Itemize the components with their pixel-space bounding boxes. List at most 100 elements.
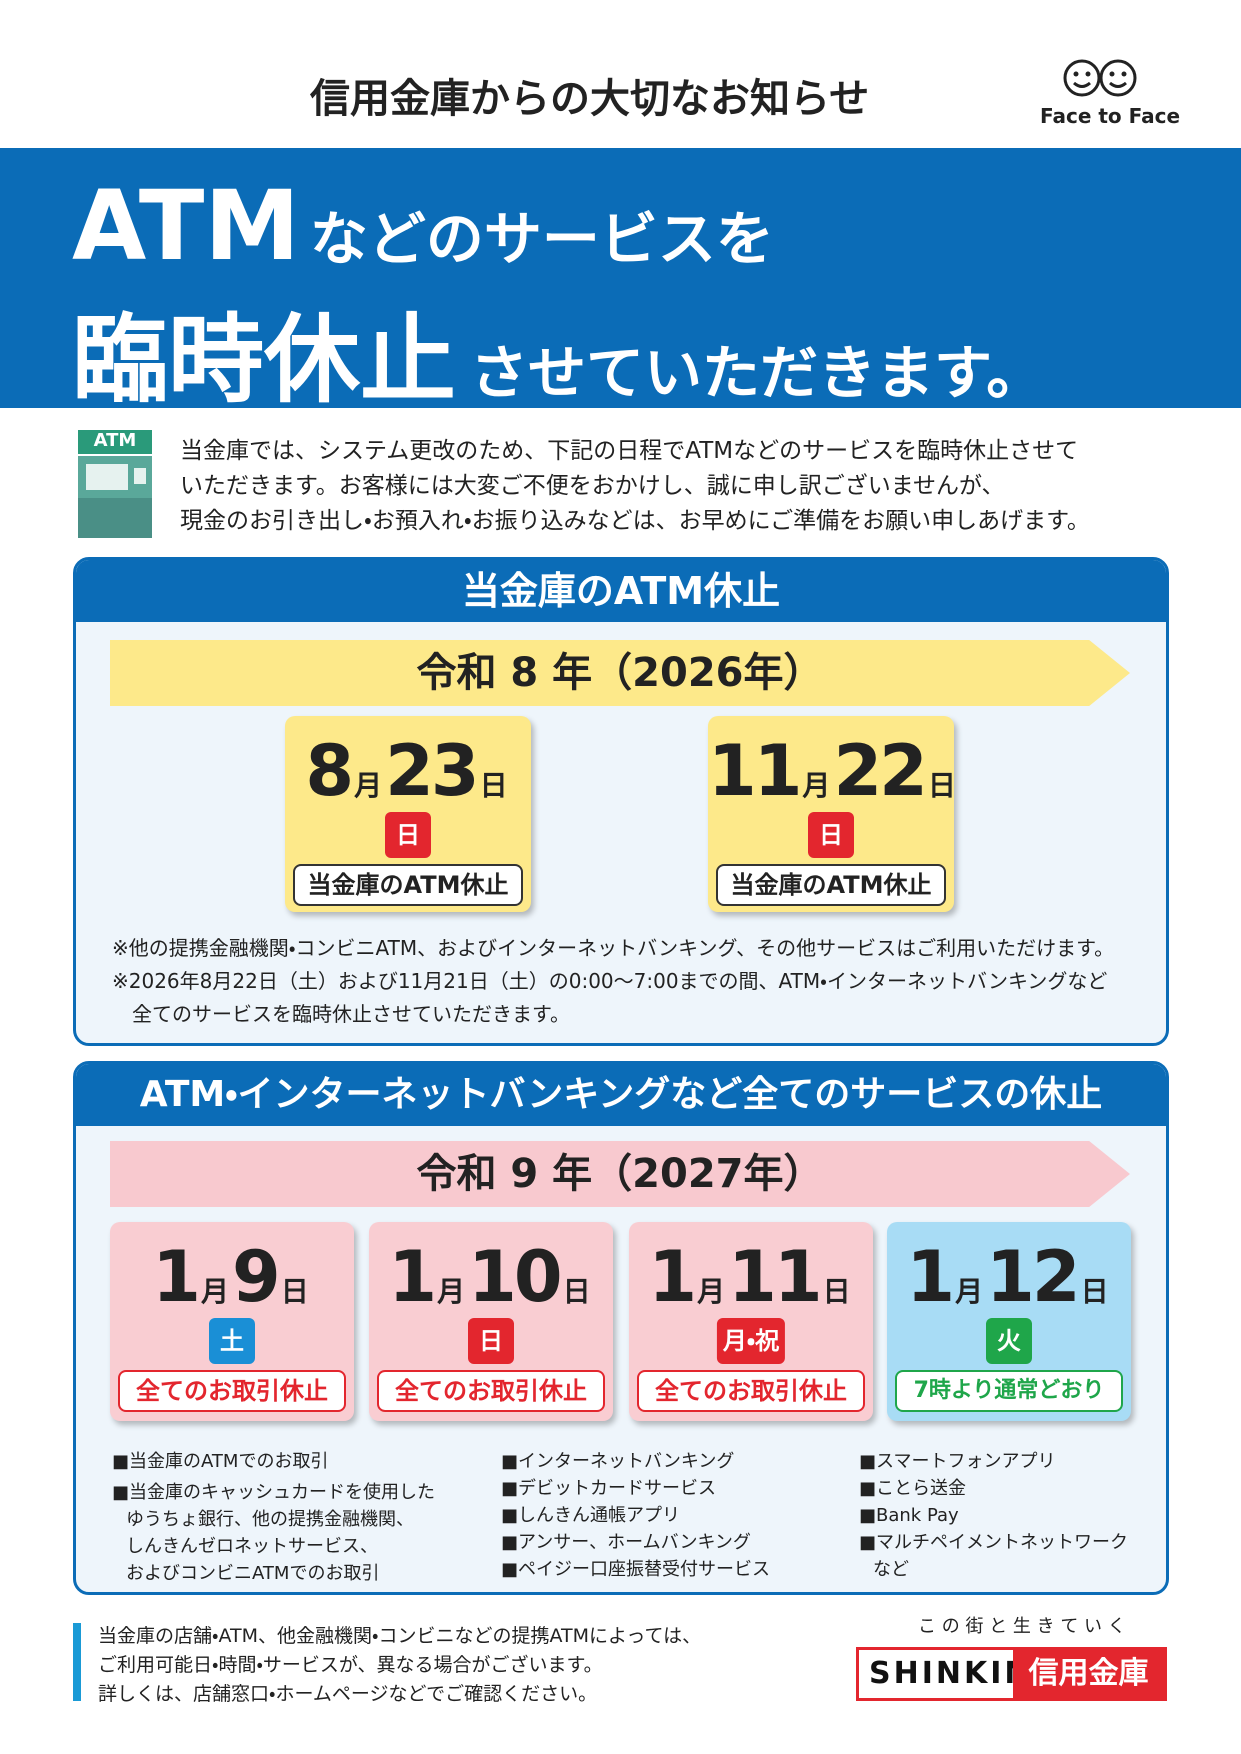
footer-line: ご利用可能日・時間・サービスが、異なる場合がございます。 xyxy=(98,1654,603,1676)
date: 1 月10 日 xyxy=(369,1236,613,1318)
date-unit: 月 xyxy=(200,1275,229,1308)
banner xyxy=(0,148,1241,408)
list-item: ■当金庫のキャッシュカードを使用した xyxy=(112,1482,436,1503)
footer-line: 当金庫の店舗・ATM、他金融機関・コンビニなどの提携ATMによっては、 xyxy=(98,1625,702,1647)
atm-icon-label: ATM xyxy=(93,430,137,451)
date-unit: 日 xyxy=(1080,1275,1109,1308)
date-unit: 日 xyxy=(280,1275,309,1308)
list-item: ゆうちょ銀行、他の提携金融機関、 xyxy=(126,1509,414,1530)
status-label: 当金庫のATM休止 xyxy=(716,864,946,906)
date: 8 月23 日 xyxy=(285,730,531,812)
date-unit: 月 xyxy=(802,769,831,802)
list-item: ■しんきん通帳アプリ xyxy=(501,1505,681,1526)
date-card: 1 月9 日土全てのお取引休止 xyxy=(110,1222,354,1421)
date-unit: 月 xyxy=(437,1275,466,1308)
date-number: 1 xyxy=(906,1236,955,1318)
list-column: ■インターネットバンキング ■デビットカードサービス ■しんきん通帳アプリ ■アンサー… xyxy=(501,1448,770,1583)
note: ※2026年8月22日（土）および11月21日（土）の0:00〜7:00までの間… xyxy=(112,969,1108,993)
year-banner: 令和 9 年（2027年） xyxy=(110,1141,1130,1207)
weekday-badge: 月・祝 xyxy=(716,1318,786,1364)
intro-line: 現金のお引き出し・お預入れ・お振り込みなどは、お早めにご準備をお願い申しあげます… xyxy=(180,508,1090,534)
brand-en: SHINKIN xyxy=(869,1656,1033,1691)
banner-big: 臨時休止 xyxy=(72,304,456,416)
list-column: ■当金庫のATMでのお取引 ■当金庫のキャッシュカードを使用したゆうちょ銀行、他の… xyxy=(112,1448,435,1587)
banner-text: させていただきます。 xyxy=(470,339,1045,407)
footer-note: 当金庫の店舗・ATM、他金融機関・コンビニなどの提携ATMによっては、 ご利用可… xyxy=(98,1622,701,1709)
footer-bar xyxy=(73,1623,81,1701)
list-item: など xyxy=(873,1559,909,1580)
banner-big: ATM xyxy=(72,170,300,282)
year-banner: 令和 8 年（2026年） xyxy=(110,640,1130,706)
logo-faces xyxy=(1063,59,1137,97)
banner-text: などのサービスを xyxy=(309,205,774,273)
date-number: 1 xyxy=(388,1236,437,1318)
weekday-badge: 日 xyxy=(385,812,431,858)
note: ※他の提携金融機関・コンビニATM、およびインターネットバンキング、その他サービ… xyxy=(112,936,1115,960)
date-number: 8 xyxy=(305,730,354,812)
date-number: 1 xyxy=(152,1236,201,1318)
intro-line: 当金庫では、システム更改のため、下記の日程でATMなどのサービスを臨時休止させて xyxy=(180,438,1079,464)
date: 1 月9 日 xyxy=(110,1236,354,1318)
date-card: 1 月11 日月・祝 全てのお取引休止 xyxy=(629,1222,873,1421)
date-unit: 日 xyxy=(562,1275,591,1308)
status-label: 7時より通常どおり xyxy=(895,1370,1123,1412)
list-item: ■インターネットバンキング xyxy=(501,1451,735,1472)
date-card: 8 月23 日日当金庫のATM休止 xyxy=(285,716,531,912)
list-item: ■マルチペイメントネットワーク xyxy=(859,1532,1129,1553)
list-column: ■スマートフォンアプリ ■ことら送金 ■Bank Pay ■マルチペイメントネットワー… xyxy=(859,1448,1128,1583)
weekday-badge: 日 xyxy=(808,812,854,858)
weekday-badge: 土 xyxy=(209,1318,255,1364)
date-number: 1 xyxy=(648,1236,697,1318)
date-number: 12 xyxy=(986,1236,1080,1318)
tagline: こ の 街 と 生 き て い く xyxy=(918,1616,1126,1637)
date: 1 月12 日 xyxy=(887,1236,1131,1318)
list-item: およびコンビニATMでのお取引 xyxy=(126,1563,380,1584)
brand-box: SHINKIN 信用金庫 xyxy=(856,1647,1167,1701)
date-card: 1 月10 日日全てのお取引休止 xyxy=(369,1222,613,1421)
banner-line2: 臨時休止 させていただきます。 xyxy=(72,282,1044,421)
logo-text: Face to Face xyxy=(1040,104,1181,128)
list-item: ■デビットカードサービス xyxy=(501,1478,717,1499)
date-unit: 月 xyxy=(354,769,383,802)
status-label: 全てのお取引休止 xyxy=(637,1370,865,1412)
header-title: 信用金庫からの大切なお知らせ xyxy=(310,76,870,122)
section-title: ATM・インターネットバンキングなど全てのサービスの休止 xyxy=(76,1064,1166,1126)
footer-line: 詳しくは、店舗窓口・ホームページなどでご確認ください。 xyxy=(98,1683,598,1705)
list-item: ■スマートフォンアプリ xyxy=(859,1451,1056,1472)
list-item: ■Bank Pay xyxy=(859,1505,959,1526)
weekday-badge: 日 xyxy=(468,1318,514,1364)
intro: 当金庫では、システム更改のため、下記の日程でATMなどのサービスを臨時休止させて… xyxy=(180,434,1090,539)
date-number: 9 xyxy=(232,1236,281,1318)
date: 11 月22 日 xyxy=(708,730,956,812)
date-number: 11 xyxy=(728,1236,822,1318)
status-label: 全てのお取引休止 xyxy=(118,1370,346,1412)
weekday-badge: 火 xyxy=(986,1318,1032,1364)
list-item: しんきんゼロネットサービス、 xyxy=(126,1536,378,1557)
date-unit: 日 xyxy=(822,1275,851,1308)
notes: ※他の提携金融機関・コンビニATM、およびインターネットバンキング、その他サービ… xyxy=(112,932,1114,1031)
list-item: ■アンサー、ホームバンキング xyxy=(501,1532,751,1553)
date-unit: 月 xyxy=(697,1275,726,1308)
date-number: 11 xyxy=(708,730,802,812)
section-title: 当金庫のATM休止 xyxy=(76,560,1166,622)
banner-line1: ATM などのサービスを xyxy=(72,170,774,282)
date-number: 23 xyxy=(385,730,479,812)
atm-icon xyxy=(78,430,152,538)
list-item: ■ペイジー口座振替受付サービス xyxy=(501,1559,771,1580)
note: 全てのサービスを臨時休止させていただきます。 xyxy=(132,1002,570,1026)
date-number: 22 xyxy=(833,730,927,812)
list-item: ■ことら送金 xyxy=(859,1478,967,1499)
date-number: 10 xyxy=(468,1236,562,1318)
date-card: 1 月12 日火 7時より通常どおり xyxy=(887,1222,1131,1421)
date: 1 月11 日 xyxy=(629,1236,873,1318)
date-unit: 日 xyxy=(927,769,956,802)
date-card: 11 月22 日日当金庫のATM休止 xyxy=(708,716,956,912)
brand-jp: 信用金庫 xyxy=(1013,1650,1164,1698)
section1: 当金庫のATM休止 xyxy=(73,557,1169,1046)
intro-line: いただきます。お客様には大変ご不便をおかけし、誠に申し訳ございませんが、 xyxy=(180,473,1005,499)
status-label: 全てのお取引休止 xyxy=(377,1370,605,1412)
date-unit: 月 xyxy=(955,1275,984,1308)
list-item: ■当金庫のATMでのお取引 xyxy=(112,1451,329,1472)
